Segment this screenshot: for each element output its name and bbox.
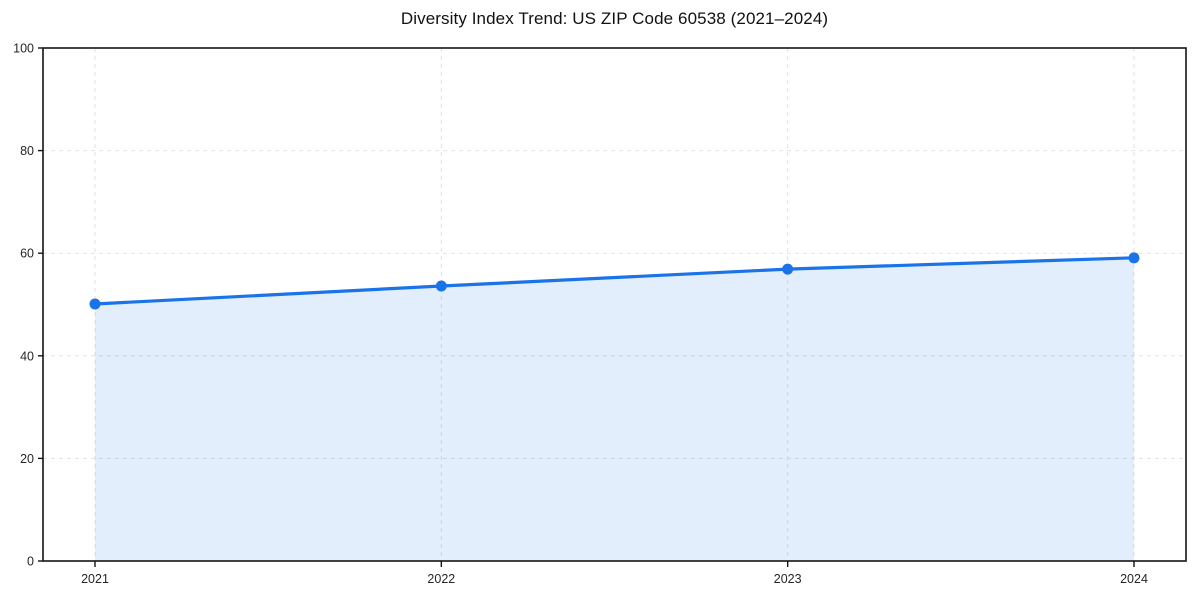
x-axis: 2021 2022 2023 2024 (81, 561, 1148, 586)
y-tick-label: 20 (20, 452, 34, 466)
x-tick-label: 2022 (427, 572, 455, 586)
y-tick-label: 60 (20, 247, 34, 261)
trend-line (93, 256, 1136, 306)
chart-title: Diversity Index Trend: US ZIP Code 60538… (400, 9, 829, 28)
y-tick-label: 0 (27, 555, 34, 569)
area-fill (95, 257, 1134, 561)
data-point (782, 263, 794, 275)
y-tick-label: 100 (13, 42, 34, 56)
y-axis: 0 20 40 60 80 100 (13, 42, 43, 569)
plot-border (42, 47, 1187, 562)
data-point (89, 298, 101, 310)
x-tick-label: 2023 (774, 572, 802, 586)
data-point (1128, 252, 1140, 264)
data-point (435, 280, 447, 292)
y-tick-label: 80 (20, 144, 34, 158)
x-tick-label: 2024 (1120, 572, 1148, 586)
x-tick-label: 2021 (81, 572, 109, 586)
y-tick-label: 40 (20, 349, 34, 363)
